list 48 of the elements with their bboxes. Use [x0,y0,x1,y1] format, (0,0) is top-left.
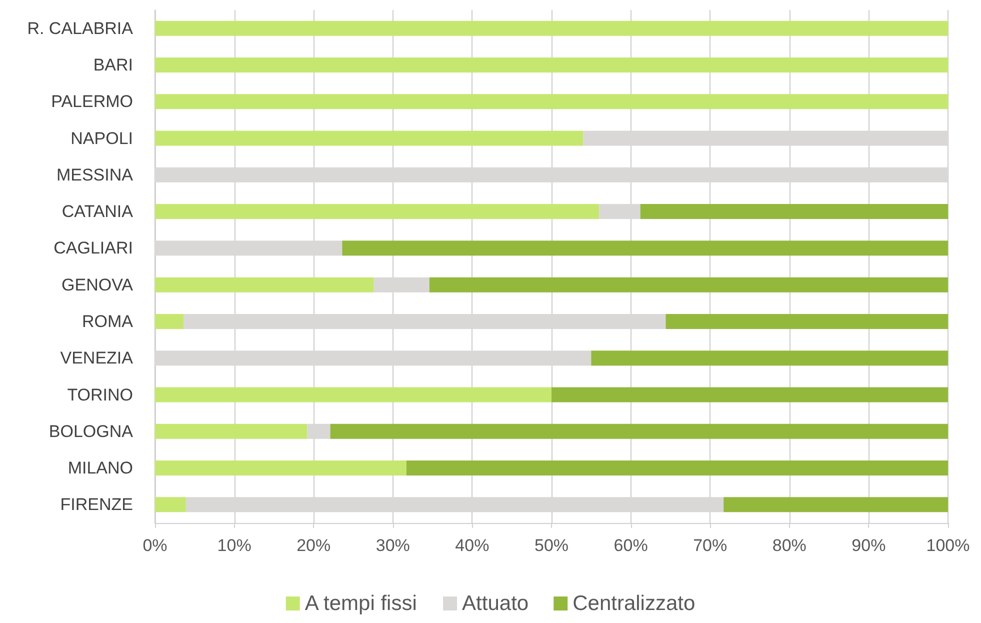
y-tick-label: NAPOLI [70,128,133,148]
legend-label: Centralizzato [572,592,696,615]
bar [155,314,184,329]
bar [666,314,948,329]
bar [155,130,584,146]
x-tick-label: 70% [693,536,728,555]
x-tick-label: 80% [772,536,806,555]
y-tick-label: MILANO [68,458,133,478]
bar [155,94,948,110]
bar [330,424,948,439]
bar [429,277,948,292]
y-tick-label: R. CALABRIA [27,18,134,38]
legend-label: Attuato [462,592,529,615]
x-tick-label: 0% [142,536,168,555]
y-tick-label: BOLOGNA [48,422,134,441]
y-tick-label: MESSINA [56,165,134,184]
y-tick-label: VENEZIA [60,348,134,368]
bar [155,460,406,476]
y-tick-label: ROMA [82,312,134,331]
bar [406,460,948,476]
bar [155,277,374,292]
bar [552,387,948,402]
y-tick-label: TORINO [67,385,133,404]
y-tick-label: BARI [93,55,133,74]
bar [342,240,948,256]
bar [640,204,948,220]
y-tick-label: CAGLIARI [54,238,133,258]
bar [724,497,948,512]
bar [155,424,308,439]
y-tick-label: PALERMO [51,92,133,112]
x-tick-label: 100% [926,536,970,555]
bar [155,497,186,512]
legend-label: A tempi fissi [304,592,417,615]
x-tick-label: 60% [614,536,648,555]
bar [155,387,552,402]
bar [155,204,600,220]
x-tick-label: 40% [455,536,490,555]
x-tick-label: 30% [376,536,410,555]
x-tick-label: 90% [852,536,886,555]
bar [155,57,948,72]
y-tick-label: CATANIA [62,202,134,222]
y-tick-label: FIRENZE [60,495,133,514]
y-tick-label: GENOVA [62,275,134,294]
bar [591,350,948,366]
x-tick-label: 20% [296,536,331,555]
x-tick-label: 50% [534,536,569,555]
bar [155,20,948,36]
x-tick-label: 10% [217,536,252,555]
